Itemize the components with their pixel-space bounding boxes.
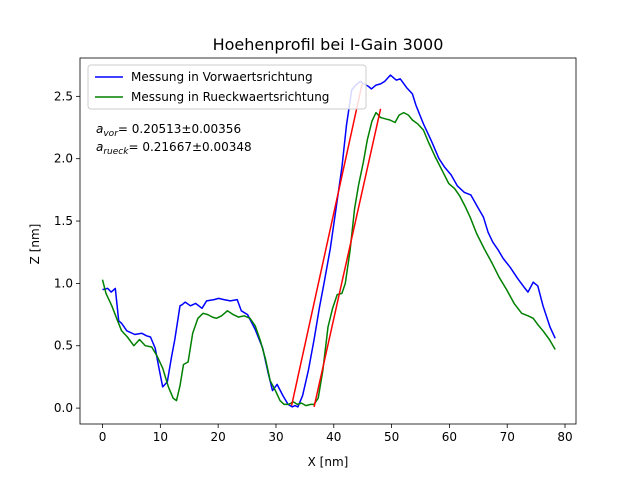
fit-line-2 xyxy=(313,108,382,408)
series-line-rueckwaerts xyxy=(101,111,556,407)
annotation-a-vor: avor= 0.20513±0.00356 xyxy=(96,122,241,139)
axes-frame xyxy=(79,57,577,425)
fit-line-1 xyxy=(290,83,363,406)
annotation-a-rueck: arueck= 0.21667±0.00348 xyxy=(96,140,252,157)
x-tick-label: 70 xyxy=(500,430,515,444)
x-tick-label: 20 xyxy=(211,430,226,444)
legend-label: Messung in Vorwaertsrichtung xyxy=(131,70,313,84)
chart-title: Hoehenprofil bei I-Gain 3000 xyxy=(213,35,444,54)
legend: Messung in Vorwaertsrichtung Messung in R… xyxy=(87,64,367,110)
y-tick-label: 0.0 xyxy=(54,401,73,415)
x-tick-label: 50 xyxy=(384,430,399,444)
y-tick-label: 0.5 xyxy=(54,339,73,353)
legend-label: Messung in Rueckwaertsrichtung xyxy=(131,90,329,104)
legend-box xyxy=(87,64,367,110)
x-tick-label: 10 xyxy=(153,430,168,444)
series-line-vorwaerts xyxy=(102,74,556,408)
y-axis-label: Z [nm] xyxy=(28,224,42,265)
x-tick-label: 30 xyxy=(268,430,283,444)
y-tick-label: 1.0 xyxy=(54,276,73,290)
plot-area: 0 10 20 30 40 50 60 70 80 0.0 0.5 1.0 1.5 2.0 2.5 Messu… xyxy=(54,57,577,444)
x-tick-label: 0 xyxy=(99,430,107,444)
x-tick-label: 40 xyxy=(326,430,341,444)
x-axis-label: X [nm] xyxy=(308,455,349,469)
y-tick-label: 2.5 xyxy=(54,89,73,103)
x-tick-label: 80 xyxy=(557,430,572,444)
y-tick-label: 2.0 xyxy=(54,152,73,166)
y-tick-label: 1.5 xyxy=(54,214,73,228)
x-tick-label: 60 xyxy=(442,430,457,444)
